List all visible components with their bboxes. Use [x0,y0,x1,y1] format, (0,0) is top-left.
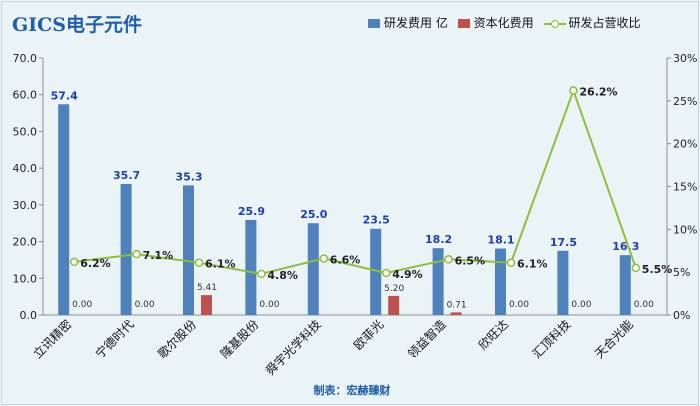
ratio-label: 6.2% [80,257,111,270]
bar-cap-label: 0.00 [509,300,529,310]
y-left-tick-label: 40.0 [13,162,38,175]
legend-label-ratio: 研发占营收比 [568,16,641,30]
bar-cap-label: 5.41 [197,283,217,293]
ratio-label: 26.2% [579,86,617,99]
legend-swatch-ratio [543,19,566,29]
bar-cap-label: 0.71 [447,300,467,310]
ratio-line [74,87,637,275]
ratio-label: 4.8% [267,269,298,282]
category-label: 舜宇光学科技 [262,317,324,379]
bar-cap-label: 0.00 [72,300,92,310]
y-right-tick-label: 15% [673,181,697,194]
legend: 研发费用 亿 资本化费用 研发占营收比 [368,14,647,31]
ratio-label: 7.1% [143,249,174,262]
category-label: 立讯精密 [30,317,75,362]
y-left-tick-label: 70.0 [13,52,38,65]
legend-item-cap: 资本化费用 [457,14,534,31]
ratio-point [194,258,204,267]
y-right-tick-label: 10% [673,223,697,236]
bar-cap-label: 0.00 [634,300,654,310]
bar-rd-label: 25.0 [300,208,327,221]
y-left-tick-label: 20.0 [13,236,38,249]
ratio-label: 6.5% [455,254,486,267]
legend-label-cap: 资本化费用 [473,16,534,30]
y-left-tick-label: 10.0 [13,272,38,285]
bar-cap-label: 0.00 [259,300,279,310]
ratio-label: 4.9% [392,268,423,281]
bar-rd-label: 16.3 [612,240,639,253]
ratio-point [444,255,453,264]
bar-rd-label: 17.5 [550,236,577,249]
bar-rd [183,185,194,315]
legend-swatch-cap [457,19,470,28]
ratio-point [69,257,79,267]
ratio-point [257,269,266,279]
ratio-point [319,254,329,263]
bar-cap [388,295,400,315]
bar-rd-label: 35.7 [113,169,140,182]
chart-title: GICS电子元件 [12,14,142,36]
y-left-tick-label: 0.0 [20,309,38,322]
footer-credit: 制表：宏赫臻财 [313,384,391,397]
ratio-point [132,249,141,259]
bar-rd [370,228,382,315]
legend-item-rd: 研发费用 亿 [368,14,448,31]
bar-rd-label: 25.9 [238,205,265,218]
bar-rd [120,183,132,315]
bar-rd-label: 35.3 [175,170,202,183]
bar-rd [619,255,631,315]
category-label: 汇顶科技 [530,317,574,361]
ratio-point [569,86,578,95]
legend-item-ratio: 研发占营收比 [543,14,641,31]
bar-cap [201,295,212,315]
bar-cap-label: 0.00 [135,300,155,310]
y-left-tick-label: 50.0 [13,125,38,138]
bar-rd [432,248,444,315]
y-left-tick-label: 60.0 [13,89,38,102]
category-label: 宁德时代 [92,317,137,362]
bar-cap-label: 5.20 [384,284,404,294]
y-right-tick-label: 20% [673,138,697,151]
bar-rd-label: 18.2 [425,233,452,246]
ratio-label: 6.6% [330,253,361,266]
category-label: 欣旺达 [476,317,511,352]
legend-swatch-rd [368,19,380,28]
y-right-tick-label: 30% [673,52,697,65]
bar-cap-label: 0.00 [571,300,591,310]
category-label: 天合光能 [591,317,636,362]
bar-rd-label: 57.4 [51,89,78,102]
y-right-tick-label: 25% [673,95,697,108]
bar-rd [307,223,319,315]
bar-rd [245,219,257,315]
bar-cap [450,312,462,315]
y-right-tick-label: 0% [673,309,690,322]
category-label: 欧菲光 [351,317,386,352]
bar-rd [495,248,506,315]
legend-label-rd: 研发费用 亿 [384,16,448,30]
ratio-label: 5.5% [642,263,673,276]
ratio-point [631,263,641,273]
category-label: 隆基股份 [217,317,262,362]
y-left-tick-label: 30.0 [13,199,38,212]
bar-rd [58,104,70,315]
ratio-point [506,258,516,267]
y-right-tick-label: 5% [673,266,690,279]
bar-rd-label: 23.5 [363,214,390,227]
bar-rd-label: 18.1 [487,234,514,247]
ratio-point [381,268,391,278]
bar-rd [557,250,569,315]
ratio-label: 6.1% [517,258,548,271]
category-label: 领益智造 [404,317,449,362]
ratio-label: 6.1% [205,258,236,271]
category-label: 歌尔股份 [155,317,200,362]
